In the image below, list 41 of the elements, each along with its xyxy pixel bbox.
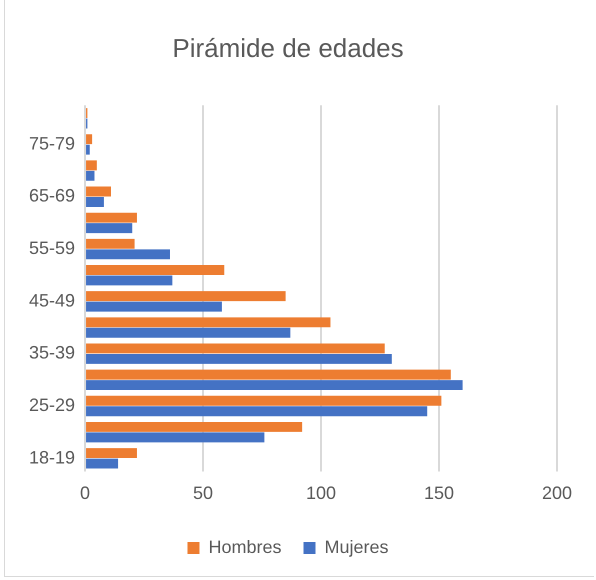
- bar: [86, 275, 172, 286]
- legend-label: Hombres: [208, 536, 282, 557]
- bar: [86, 186, 111, 196]
- bar: [86, 223, 132, 234]
- bar: [86, 144, 90, 155]
- bar: [86, 212, 137, 223]
- y-tick-label: 25-29: [28, 394, 76, 415]
- bar: [86, 317, 330, 328]
- bar: [86, 134, 92, 144]
- y-tick-label: 35-39: [28, 342, 76, 363]
- y-tick-label: 18-19: [28, 447, 76, 468]
- x-tick-label: 200: [542, 483, 572, 504]
- bar: [86, 354, 392, 364]
- y-tick-label: 75-79: [28, 133, 76, 154]
- bar: [86, 238, 135, 249]
- bar: [86, 197, 104, 207]
- bar: [86, 291, 286, 302]
- bar: [86, 422, 302, 432]
- bar: [86, 302, 222, 312]
- legend-label: Mujeres: [324, 536, 389, 557]
- bar: [86, 370, 451, 380]
- y-tick-label: 65-69: [28, 186, 76, 206]
- chart-title: Pirámide de edades: [172, 32, 404, 63]
- bar: [86, 249, 170, 260]
- y-tick-label: 55-59: [28, 238, 76, 258]
- x-tick-label: 150: [424, 483, 454, 504]
- bar: [86, 458, 118, 469]
- bar: [86, 432, 264, 442]
- bar: [86, 160, 97, 170]
- bar: [86, 265, 224, 275]
- bar: [86, 328, 290, 338]
- x-tick-label: 50: [193, 483, 214, 504]
- x-tick-label: 0: [80, 483, 90, 504]
- bar: [86, 396, 442, 406]
- bar: [86, 170, 94, 181]
- bar: [86, 343, 385, 354]
- bar: [86, 380, 463, 390]
- bar: [86, 406, 428, 416]
- bar: [86, 448, 137, 458]
- x-tick-label: 100: [306, 483, 336, 504]
- y-tick-label: 45-49: [28, 290, 76, 310]
